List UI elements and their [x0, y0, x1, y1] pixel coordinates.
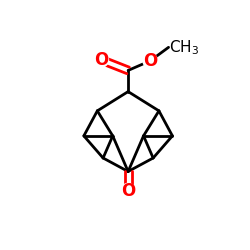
Text: O: O	[94, 51, 108, 69]
Circle shape	[143, 54, 158, 68]
Circle shape	[121, 184, 136, 198]
Text: CH$_3$: CH$_3$	[168, 38, 199, 57]
Text: O: O	[121, 182, 135, 200]
Circle shape	[94, 52, 108, 67]
Text: O: O	[143, 52, 158, 70]
